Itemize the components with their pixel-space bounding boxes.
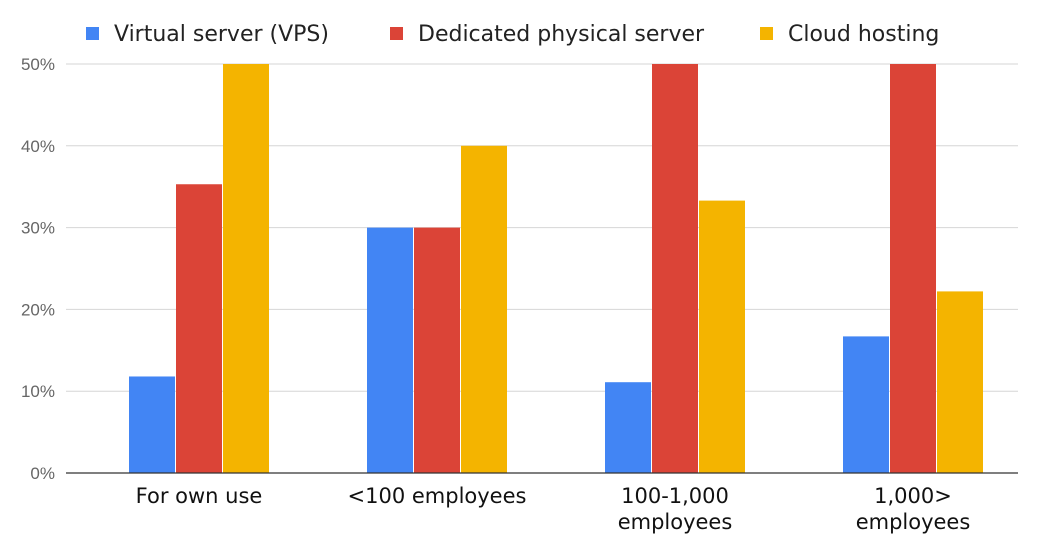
y-tick-label: 40%	[21, 137, 55, 156]
bar	[223, 64, 269, 473]
x-tick-label-line: 1,000>	[874, 484, 952, 508]
legend-swatch	[390, 27, 403, 40]
legend-swatch	[760, 27, 773, 40]
x-tick-label-line: For own use	[136, 484, 263, 508]
y-tick-label: 20%	[21, 300, 55, 319]
y-tick-label: 10%	[21, 382, 55, 401]
legend-swatch	[86, 27, 99, 40]
y-axis-ticks: 0% 10% 20% 30% 40% 50%	[21, 55, 55, 483]
bar	[605, 382, 651, 473]
x-tick-label-line: 100-1,000	[621, 484, 729, 508]
y-tick-label: 0%	[30, 464, 55, 483]
bar	[699, 200, 745, 473]
x-tick-label: 100-1,000 employees	[618, 484, 733, 534]
y-tick-label: 50%	[21, 55, 55, 74]
x-tick-label: For own use	[136, 484, 263, 508]
bar	[176, 184, 222, 473]
bar	[890, 64, 936, 473]
bar	[652, 64, 698, 473]
legend: Virtual server (VPS) Dedicated physical s…	[86, 22, 939, 47]
x-tick-label-line: employees	[618, 510, 733, 534]
bar	[461, 145, 507, 474]
y-tick-label: 30%	[21, 219, 55, 238]
legend-label: Cloud hosting	[788, 22, 939, 47]
bar	[367, 227, 413, 473]
legend-label: Virtual server (VPS)	[114, 22, 329, 47]
x-tick-label-line: <100 employees	[348, 484, 527, 508]
x-tick-label: <100 employees	[348, 484, 527, 508]
bars	[129, 64, 983, 474]
bar	[129, 376, 175, 473]
bar	[414, 227, 460, 473]
bar	[937, 291, 983, 473]
x-tick-label: 1,000> employees	[856, 484, 971, 534]
legend-label: Dedicated physical server	[418, 22, 705, 47]
x-tick-label-line: employees	[856, 510, 971, 534]
x-axis-labels: For own use <100 employees 100-1,000 employ…	[136, 484, 971, 534]
bar	[843, 336, 889, 473]
